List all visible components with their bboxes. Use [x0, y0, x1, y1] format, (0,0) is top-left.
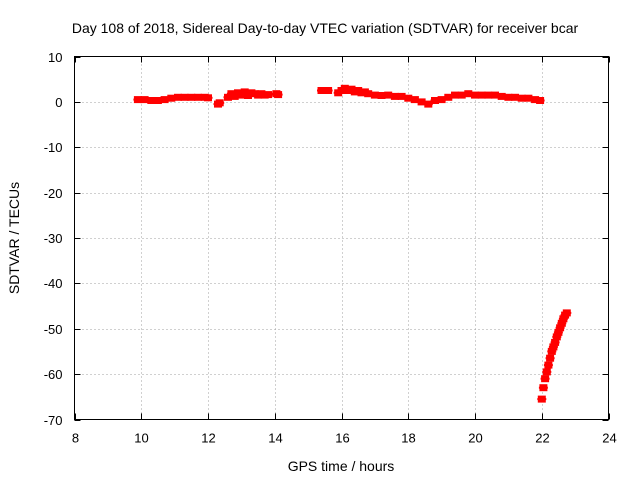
y-tick-label: -70 [44, 413, 63, 428]
x-tick-label: 20 [468, 431, 482, 446]
x-tick-labels: 8 10 12 14 16 18 20 22 24 [72, 431, 617, 446]
x-tick-label: 8 [72, 431, 79, 446]
y-tick-label: -10 [44, 140, 63, 155]
y-tick-label: -60 [44, 367, 63, 382]
y-axis-label: SDTVAR / TECUs [6, 182, 22, 294]
data-points [133, 84, 572, 403]
x-axis-label: GPS time / hours [288, 458, 395, 474]
y-tick-label: -20 [44, 186, 63, 201]
x-tick-label: 10 [134, 431, 148, 446]
x-tick-label: 24 [602, 431, 616, 446]
y-tick-label: -50 [44, 322, 63, 337]
axis-ticks [74, 56, 610, 421]
x-tick-label: 14 [268, 431, 282, 446]
grid-lines [74, 56, 609, 420]
y-tick-label: -30 [44, 231, 63, 246]
x-tick-label: 12 [201, 431, 215, 446]
plot-frame [74, 56, 609, 420]
x-tick-label: 16 [335, 431, 349, 446]
y-tick-labels: 10 0 -10 -20 -30 -40 -50 -60 -70 [44, 50, 63, 428]
y-tick-label: 0 [55, 95, 62, 110]
x-tick-label: 22 [535, 431, 549, 446]
y-tick-label: 10 [48, 50, 62, 65]
x-tick-label: 18 [401, 431, 415, 446]
y-tick-label: -40 [44, 276, 63, 291]
chart-title: Day 108 of 2018, Sidereal Day-to-day VTE… [72, 20, 579, 36]
